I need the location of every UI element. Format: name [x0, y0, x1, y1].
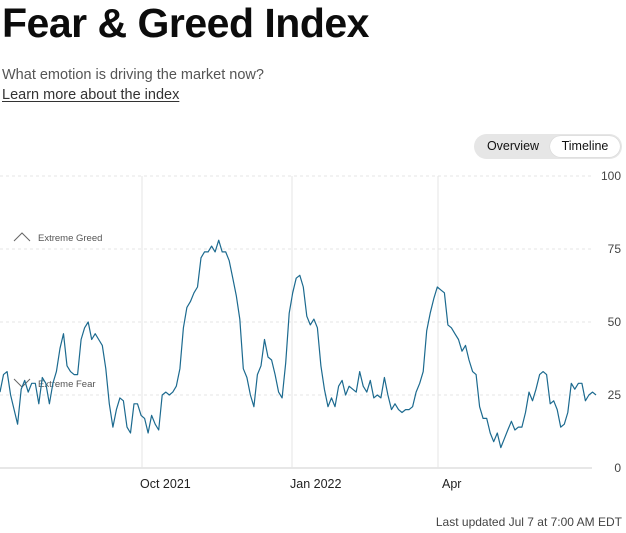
page-title: Fear & Greed Index — [2, 0, 369, 46]
y-tick-label: 0 — [614, 461, 621, 475]
chevron-up-icon — [13, 232, 31, 242]
overview-tab[interactable]: Overview — [486, 139, 540, 153]
page-subtitle: What emotion is driving the market now? — [2, 67, 264, 83]
fear-greed-timeline-chart: Extreme Greed Extreme Fear 0 25 50 75 100 Oct… — [0, 169, 622, 491]
index-series-line — [0, 239, 597, 449]
y-tick-label: 50 — [608, 315, 622, 329]
y-tick-label: 25 — [608, 388, 622, 402]
learn-more-link[interactable]: Learn more about the index — [2, 87, 180, 103]
x-tick-label: Jan 2022 — [290, 477, 341, 491]
annotation-label: Extreme Fear — [38, 379, 96, 390]
x-tick-label: Oct 2021 — [140, 477, 191, 491]
x-tick-label: Apr — [442, 477, 461, 491]
annotation-label: Extreme Greed — [38, 233, 102, 244]
last-updated-text: Last updated Jul 7 at 7:00 AM EDT — [435, 515, 622, 529]
y-tick-label: 75 — [608, 242, 622, 256]
view-toggle: Overview Timeline — [474, 134, 622, 159]
y-tick-label: 100 — [601, 169, 621, 183]
timeline-tab[interactable]: Timeline — [550, 136, 620, 157]
